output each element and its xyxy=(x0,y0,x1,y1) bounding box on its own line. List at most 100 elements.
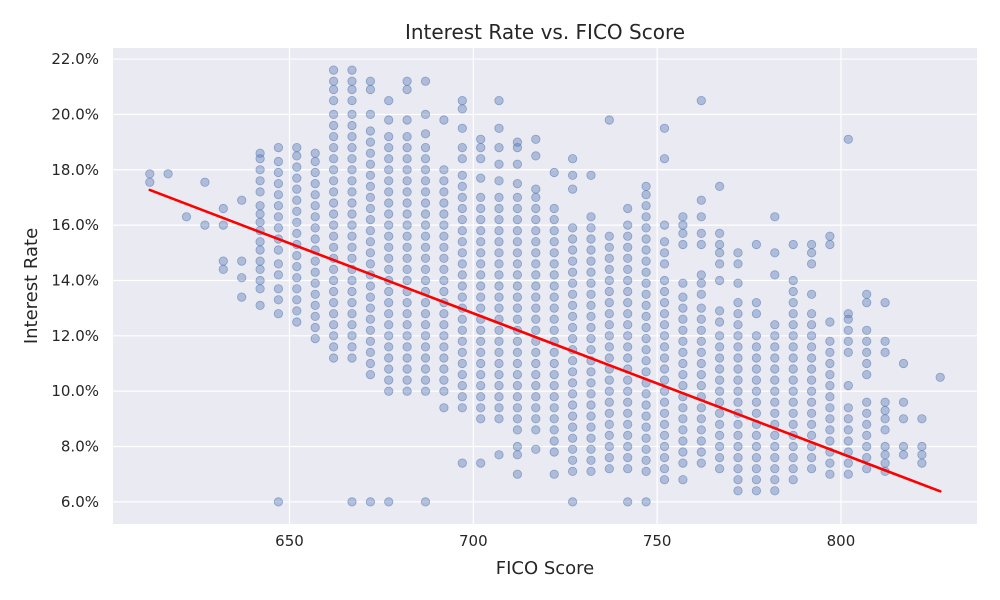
data-point xyxy=(384,209,394,219)
data-point xyxy=(733,375,743,385)
data-point xyxy=(439,353,449,363)
data-point xyxy=(843,336,853,346)
x-tick-labels: 650 700 750 800 xyxy=(275,532,855,550)
data-point xyxy=(806,353,817,363)
data-point xyxy=(255,264,265,274)
data-point xyxy=(843,347,853,357)
data-point xyxy=(770,430,780,440)
data-point xyxy=(567,356,578,366)
data-point xyxy=(439,386,449,396)
data-point xyxy=(696,270,706,280)
data-point xyxy=(402,264,412,274)
data-point xyxy=(494,414,504,424)
data-point xyxy=(347,497,357,507)
data-point xyxy=(476,458,486,468)
data-point xyxy=(623,430,633,440)
data-point xyxy=(494,226,504,236)
data-point xyxy=(347,320,357,330)
data-point xyxy=(255,148,265,158)
data-point xyxy=(714,228,725,238)
data-point xyxy=(347,154,357,164)
data-point xyxy=(365,248,375,258)
data-point xyxy=(586,278,596,288)
data-point xyxy=(494,259,504,269)
data-point xyxy=(512,237,523,247)
data-point xyxy=(733,297,743,308)
data-point xyxy=(880,347,890,357)
data-point xyxy=(659,419,670,429)
data-point xyxy=(365,181,375,191)
data-point xyxy=(604,419,614,429)
data-point xyxy=(273,270,283,280)
data-point xyxy=(531,380,541,391)
data-point xyxy=(439,275,449,286)
data-point xyxy=(531,292,541,302)
data-point xyxy=(641,278,651,288)
data-point xyxy=(733,248,743,258)
data-point xyxy=(457,96,467,106)
data-point xyxy=(770,452,780,463)
data-point xyxy=(457,215,467,225)
data-point xyxy=(567,170,578,180)
data-point xyxy=(696,228,706,238)
data-point xyxy=(586,245,596,255)
data-point xyxy=(347,253,357,263)
data-point xyxy=(384,364,394,374)
data-point xyxy=(347,275,357,286)
data-point xyxy=(384,353,394,363)
data-point xyxy=(512,226,523,236)
data-point xyxy=(880,397,890,407)
data-point xyxy=(512,380,523,391)
data-point xyxy=(328,165,339,175)
data-point xyxy=(365,109,375,120)
data-point xyxy=(494,336,504,346)
data-point xyxy=(365,192,375,202)
data-point xyxy=(696,336,706,346)
data-point xyxy=(714,331,725,341)
data-point xyxy=(255,217,265,227)
data-point xyxy=(678,336,688,346)
data-point xyxy=(659,286,670,297)
data-point xyxy=(678,303,688,313)
data-point xyxy=(770,408,780,418)
data-point xyxy=(788,239,798,250)
data-point xyxy=(641,455,651,465)
data-point xyxy=(347,176,357,186)
data-point xyxy=(439,342,449,352)
data-point xyxy=(255,300,265,310)
data-point xyxy=(714,306,725,316)
data-point xyxy=(843,414,853,424)
data-point xyxy=(273,284,283,294)
data-point xyxy=(328,264,339,274)
data-point xyxy=(862,430,872,440)
data-point xyxy=(347,84,357,95)
data-point xyxy=(420,320,431,330)
data-point xyxy=(402,231,412,241)
data-point xyxy=(714,386,725,396)
data-point xyxy=(365,159,375,169)
data-point xyxy=(476,154,486,164)
data-point xyxy=(788,452,798,463)
data-point xyxy=(549,314,559,324)
data-point xyxy=(862,397,872,407)
data-point xyxy=(678,369,688,380)
data-point xyxy=(733,331,743,341)
data-point xyxy=(365,126,375,136)
data-point xyxy=(641,212,651,222)
data-point xyxy=(825,414,835,424)
data-point xyxy=(659,342,670,352)
data-point xyxy=(457,248,467,258)
data-point xyxy=(420,242,431,252)
data-point xyxy=(659,297,670,308)
data-point xyxy=(347,76,357,86)
data-point xyxy=(806,342,817,352)
data-point xyxy=(365,237,375,247)
data-point xyxy=(255,256,265,266)
data-point xyxy=(531,151,541,161)
data-point xyxy=(439,375,449,385)
data-point xyxy=(678,314,688,324)
data-point xyxy=(310,267,320,277)
data-point xyxy=(604,353,614,363)
data-point xyxy=(531,314,541,324)
data-point xyxy=(347,309,357,319)
